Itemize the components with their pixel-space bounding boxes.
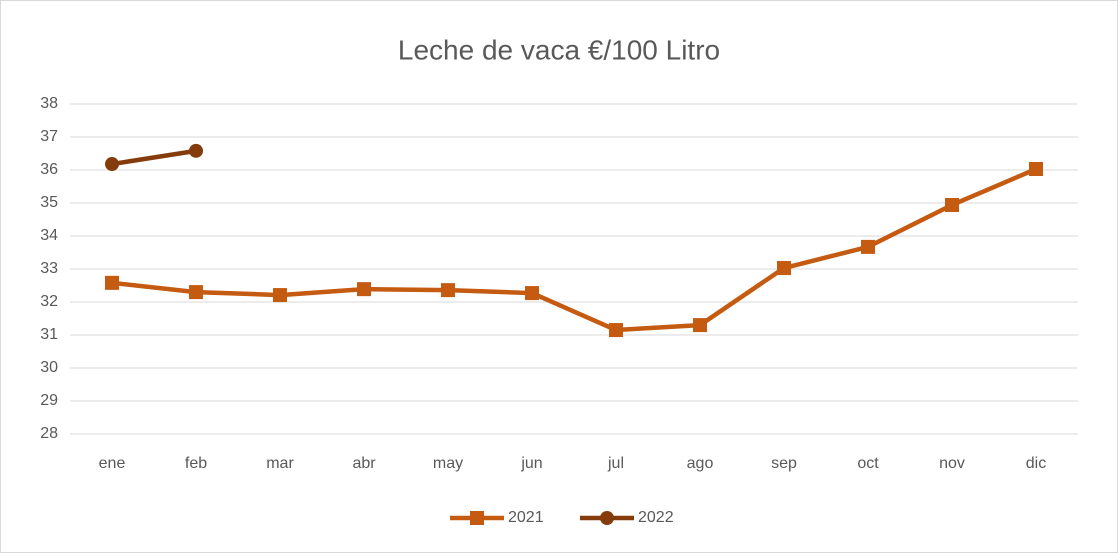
y-tick-label: 29 <box>40 392 58 409</box>
y-tick-label: 35 <box>40 194 58 211</box>
data-point <box>105 157 119 172</box>
data-point <box>189 285 203 300</box>
data-point <box>945 197 959 212</box>
data-point <box>189 143 203 158</box>
data-point <box>273 288 287 303</box>
x-tick-label: dic <box>1026 455 1046 472</box>
x-tick-label: jun <box>520 455 542 472</box>
y-tick-label: 36 <box>40 161 58 178</box>
legend-marker <box>470 511 484 525</box>
y-tick-label: 28 <box>40 425 58 442</box>
chart-title: Leche de vaca €/100 Litro <box>398 34 720 65</box>
series-line <box>111 148 197 167</box>
y-tick-label: 38 <box>40 95 58 112</box>
x-tick-label: nov <box>939 455 965 472</box>
x-tick-label: ago <box>687 455 714 472</box>
y-tick-label: 34 <box>40 227 58 244</box>
y-tick-label: 32 <box>40 293 58 310</box>
x-tick-label: feb <box>185 455 207 472</box>
x-tick-label: jul <box>607 455 624 472</box>
y-tick-label: 37 <box>40 128 58 145</box>
data-point <box>525 286 539 301</box>
data-point <box>357 282 371 297</box>
x-tick-label: ene <box>99 455 126 472</box>
x-tick-label: oct <box>857 455 879 472</box>
legend-label: 2021 <box>508 509 544 526</box>
data-point <box>861 239 875 254</box>
data-point <box>441 283 455 298</box>
data-point <box>1029 162 1043 177</box>
x-tick-label: may <box>433 455 463 472</box>
data-point <box>609 323 623 338</box>
series-line <box>111 166 1037 333</box>
y-tick-label: 33 <box>40 260 58 277</box>
y-tick-label: 30 <box>40 359 58 376</box>
x-tick-label: sep <box>771 455 797 472</box>
legend-label: 2022 <box>638 509 674 526</box>
legend-marker <box>600 511 614 525</box>
data-point <box>777 261 791 276</box>
data-point <box>693 318 707 333</box>
x-tick-label: abr <box>352 455 376 472</box>
y-tick-label: 31 <box>40 326 58 343</box>
data-point <box>105 275 119 290</box>
x-tick-label: mar <box>266 455 294 472</box>
